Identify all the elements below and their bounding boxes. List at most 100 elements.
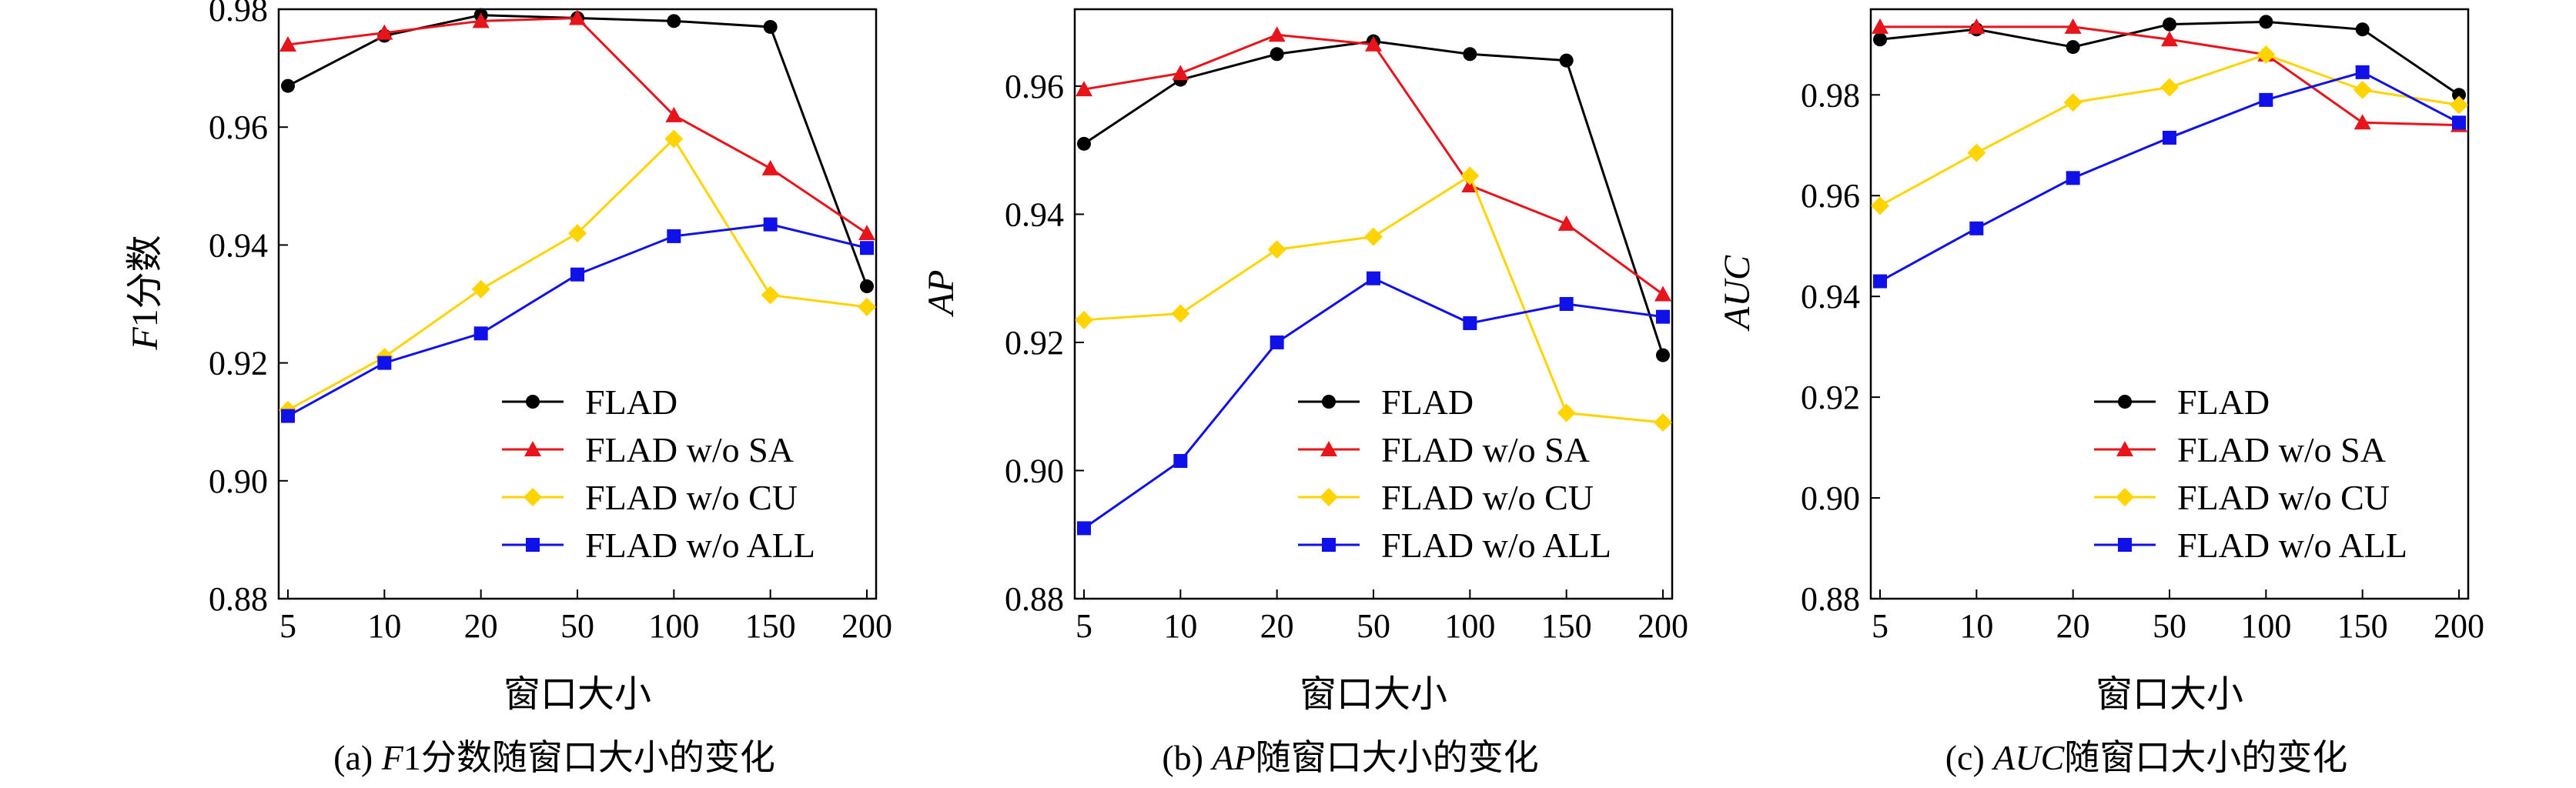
legend-label: FLAD w/o CU	[2177, 478, 2390, 517]
y-tick-label: 0.98	[1801, 76, 1860, 114]
data-point-flad-w-o-cu	[471, 279, 490, 299]
data-point-flad-w-o-cu	[2257, 45, 2276, 64]
x-tick-label: 150	[2337, 607, 2388, 645]
data-point-flad-w-o-cu	[1171, 304, 1190, 323]
legend-marker	[1322, 395, 1336, 409]
legend-marker	[2118, 395, 2132, 409]
x-axis-title: 窗口大小	[503, 674, 651, 715]
data-point-flad-w-o-cu	[761, 285, 780, 305]
data-point-flad-w-o-all	[1463, 316, 1477, 330]
chart-panel-a: 5 10 20 50 100 150 200 0.88 0.90 0.92 0.94 0.96 0.98…	[125, 0, 892, 777]
data-point-flad-w-o-cu	[1557, 403, 1576, 422]
caption-rest: 1分数随窗口大小的变化	[403, 738, 775, 777]
series-flad	[1077, 34, 1670, 362]
data-point-flad-w-o-all	[1270, 335, 1284, 349]
x-tick-label: 200	[841, 607, 892, 645]
data-point-flad-w-o-all	[2163, 130, 2176, 145]
x-tick-label: 50	[2153, 607, 2186, 645]
data-point-flad-w-o-cu	[568, 224, 587, 243]
y-tick-label: 0.94	[1005, 195, 1064, 233]
data-point-flad	[763, 19, 778, 34]
data-point-flad-w-o-all	[667, 229, 681, 243]
x-tick-label: 20	[1260, 607, 1294, 645]
series-flad-w-o-all	[281, 217, 874, 423]
y-tick-label: 0.94	[209, 226, 268, 264]
data-point-flad-w-o-sa	[2354, 114, 2371, 130]
series-flad-w-o-sa	[1076, 26, 1671, 302]
y-tick-label: 0.96	[1801, 177, 1860, 215]
data-point-flad-w-o-all	[473, 326, 488, 341]
data-point-flad	[1559, 53, 1574, 68]
legend-label: FLAD w/o SA	[2177, 430, 2386, 469]
legend-label: FLAD w/o SA	[585, 430, 794, 469]
legend-marker	[526, 395, 540, 409]
legend-label: FLAD w/o ALL	[2177, 526, 2407, 565]
data-point-flad-w-o-sa	[1968, 18, 1986, 34]
data-point-flad-w-o-cu	[2160, 78, 2179, 97]
legend-label: FLAD w/o CU	[1381, 478, 1594, 517]
data-point-flad-w-o-all	[281, 409, 295, 423]
y-tick-label: 0.90	[1005, 452, 1064, 489]
data-point-flad-w-o-cu	[2450, 95, 2468, 115]
legend-marker	[524, 488, 542, 506]
y-tick-label: 0.96	[209, 109, 268, 146]
data-point-flad-w-o-sa	[1076, 81, 1092, 97]
caption-italic: AUC	[1991, 738, 2065, 777]
data-point-flad-w-o-sa	[761, 159, 779, 175]
y-tick-label: 0.88	[209, 580, 268, 618]
x-tick-label: 10	[1959, 607, 1993, 645]
chart-panel-b: 5 10 20 50 100 150 200 0.88 0.90 0.92 0.94 0.96 窗口大小…	[921, 8, 1688, 777]
x-tick-label: 5	[279, 607, 296, 645]
series-flad-w-o-cu	[1871, 45, 2468, 215]
legend-marker	[524, 441, 541, 456]
x-tick-label: 10	[367, 607, 401, 645]
data-point-flad-w-o-cu	[1460, 166, 1480, 185]
series-line-flad-w-o-cu	[1083, 174, 1664, 424]
data-point-flad-w-o-cu	[1267, 240, 1286, 259]
data-point-flad-w-o-all	[1367, 271, 1380, 285]
data-point-flad-w-o-all	[1077, 521, 1091, 536]
data-point-flad	[860, 279, 874, 294]
x-axis-title: 窗口大小	[2096, 674, 2243, 715]
x-tick-label: 50	[560, 607, 594, 645]
legend-marker	[2116, 441, 2133, 456]
caption-prefix: (c)	[1945, 738, 1994, 777]
legend-label: FLAD	[585, 382, 677, 422]
data-point-flad-w-o-sa	[279, 35, 296, 52]
y-tick-label: 0.98	[209, 0, 268, 28]
y-axis-title-italic: AUC	[1717, 255, 1758, 332]
x-tick-label: 200	[1638, 607, 1688, 645]
y-axis-title-rest: 1分数	[125, 235, 166, 327]
x-tick-label: 100	[2240, 607, 2291, 645]
data-point-flad-w-o-all	[2259, 92, 2273, 107]
legend-label: FLAD w/o SA	[1381, 430, 1590, 469]
data-point-flad-w-o-cu	[1871, 196, 1889, 215]
y-tick-label: 0.90	[1801, 479, 1860, 517]
panel-caption: (a) F1分数随窗口大小的变化	[333, 738, 775, 777]
data-point-flad	[2355, 22, 2370, 37]
x-tick-label: 150	[1541, 607, 1592, 645]
legend-marker	[526, 538, 540, 552]
chart-panel-c: 5 10 20 50 100 150 200 0.88 0.90 0.92 0.94 0.96 0.98…	[1717, 8, 2484, 777]
x-tick-label: 20	[464, 607, 498, 645]
y-axis-title-italic: AP	[921, 270, 962, 318]
data-point-flad-w-o-all	[860, 241, 874, 255]
series-line-flad	[1083, 40, 1664, 356]
caption-italic: F	[381, 738, 404, 777]
data-point-flad-w-o-sa	[858, 225, 875, 241]
x-tick-label: 20	[2056, 607, 2090, 645]
data-point-flad	[2452, 88, 2466, 102]
data-point-flad	[667, 14, 681, 28]
data-point-flad-w-o-cu	[664, 129, 684, 149]
series-line-flad-w-o-sa	[1083, 33, 1664, 296]
data-point-flad-w-o-all	[1173, 453, 1188, 468]
data-point-flad-w-o-cu	[858, 297, 876, 316]
data-point-flad-w-o-sa	[1654, 285, 1671, 302]
series-flad-w-o-all	[1077, 271, 1670, 536]
data-point-flad	[1270, 47, 1284, 62]
y-tick-label: 0.92	[209, 345, 268, 382]
series-flad	[281, 8, 874, 294]
x-tick-label: 100	[648, 607, 699, 645]
data-point-flad-w-o-all	[1969, 221, 1984, 235]
data-point-flad-w-o-cu	[1967, 143, 1986, 162]
